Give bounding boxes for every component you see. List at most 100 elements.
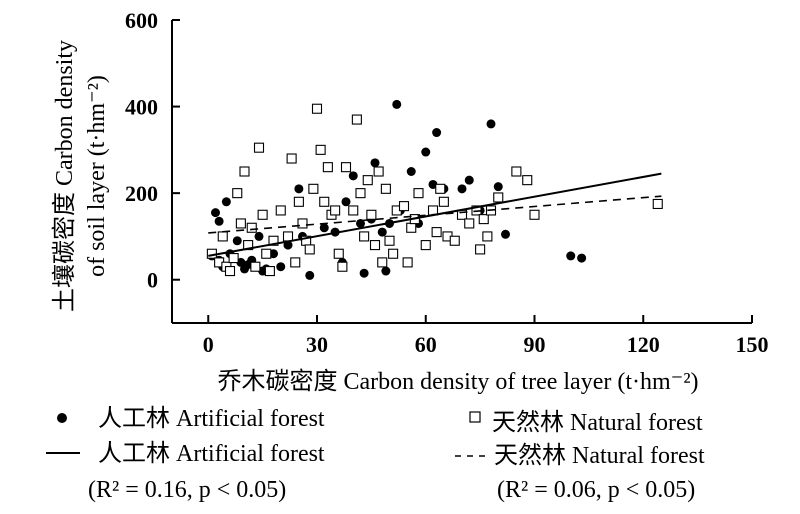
artificial-forest-point (221, 197, 231, 207)
natural-forest-point (348, 205, 359, 216)
artificial-forest-point (276, 262, 286, 272)
natural-forest-point (322, 162, 333, 173)
natural-forest-point (275, 205, 286, 216)
axes (171, 19, 753, 324)
x-axis-title: 乔木碳密度 Carbon density of tree layer (t·hm… (217, 368, 698, 395)
natural-forest-point (319, 196, 330, 207)
artificial-forest-point (348, 171, 358, 181)
natural-forest-point (282, 231, 294, 242)
natural-forest-point (511, 166, 522, 177)
artificial-forest-point (392, 99, 402, 109)
artificial-forest-point (577, 253, 587, 263)
natural-forest-point (250, 261, 261, 272)
artificial-forest-point (211, 208, 220, 218)
stat-natural: (R² = 0.06, p < 0.05) (497, 477, 695, 503)
legend-natural-fit-label: 天然林 Natural forest (494, 442, 705, 469)
natural-forest-point (308, 183, 319, 194)
x-tick-label: 60 (415, 332, 437, 357)
natural-forest-point (217, 231, 228, 242)
y-axis-title-line1: 土壤碳密度 Carbon density (51, 40, 78, 312)
natural-forest-point (493, 192, 504, 203)
artificial-forest-point (319, 223, 329, 233)
y-tick-label: 200 (125, 181, 158, 206)
x-tick-label: 150 (736, 332, 769, 357)
natural-forest-point (529, 209, 540, 220)
natural-forest-point (362, 175, 373, 186)
natural-forest-point (257, 209, 268, 220)
natural-forest-point (366, 209, 377, 220)
natural-forest-point (286, 153, 297, 164)
artificial-forest-point (457, 184, 467, 194)
natural-forest-point (482, 231, 493, 242)
artificial-forest-point (254, 231, 264, 241)
artificial-forest-point (464, 175, 474, 185)
natural-forest-point (253, 142, 265, 153)
natural-forest-point (384, 235, 395, 246)
artificial-forest-point (305, 270, 315, 280)
legend-artificial-marker (57, 413, 67, 423)
legend-artificial-fit-label: 人工林 Artificial forest (98, 440, 325, 467)
x-tick-label: 30 (306, 332, 328, 357)
artificial-forest-point (566, 251, 576, 261)
natural-forest-point (246, 222, 257, 233)
x-tick-label: 120 (627, 332, 660, 357)
natural-forest-point (264, 266, 275, 277)
natural-forest-point (359, 231, 370, 242)
artificial-forest-point (501, 229, 510, 239)
natural-forest-point (355, 188, 366, 199)
natural-forest-point (402, 257, 413, 268)
artificial-forest-point (486, 119, 496, 129)
fit-lines (208, 172, 662, 257)
natural-forest-point (268, 235, 279, 246)
artificial-forest-point (377, 227, 387, 237)
natural-forest-point (398, 201, 410, 212)
natural-forest-point (420, 240, 431, 251)
natural-forest-point (239, 166, 250, 177)
natural-forest-point (413, 188, 424, 199)
natural-forest-point (340, 162, 352, 173)
natural-forest-point (388, 248, 399, 259)
artificial-forest-point (214, 216, 224, 226)
natural-forest-point (337, 261, 348, 272)
artificial-forest-point (341, 197, 351, 207)
artificial-forest-point (432, 128, 442, 138)
natural-forest-point (293, 196, 304, 207)
legend-artificial-points-label: 人工林 Artificial forest (98, 405, 325, 432)
natural-forest-point (224, 266, 236, 277)
artificial-forest-point (406, 167, 416, 176)
natural-forest-point (232, 188, 243, 199)
artificial-forest-point (381, 266, 391, 276)
artificial-forest-point (294, 184, 304, 194)
artificial-forest-point (232, 236, 242, 246)
x-tick-label: 0 (203, 332, 214, 357)
natural-forest-point (464, 218, 475, 229)
natural-forest-point (304, 244, 315, 255)
natural-forest-point (311, 103, 323, 114)
data-points (206, 99, 663, 280)
natural-forest-point (228, 253, 239, 264)
artificial-forest-point (359, 268, 369, 278)
natural-forest-point (297, 218, 308, 229)
artificial-forest-point (493, 182, 503, 192)
y-tick-label: 0 (147, 268, 158, 293)
artificial-forest-point (421, 147, 431, 157)
natural-forest-point (406, 222, 417, 233)
legend: 人工林 Artificial forest 天然林 Natural forest… (46, 405, 705, 503)
natural-forest-point (369, 240, 381, 251)
natural-forest-point (475, 244, 486, 255)
artificial-forest-point (370, 158, 380, 168)
y-tick-label: 400 (125, 95, 158, 120)
natural-forest-point (330, 205, 341, 216)
natural-forest-point (351, 114, 362, 125)
natural-forest-point (522, 175, 533, 186)
natural-forest-point (449, 235, 460, 246)
tick-labels: 0 200 400 600 0 30 60 90 120 150 (125, 8, 769, 357)
x-tick-label: 90 (524, 332, 546, 357)
natural-forest-point (333, 248, 344, 259)
legend-natural-points-label: 天然林 Natural forest (492, 409, 703, 436)
natural-forest-point (652, 198, 663, 210)
natural-forest-point (377, 257, 388, 268)
natural-forest-point (261, 248, 272, 259)
natural-forest-point (435, 183, 446, 194)
